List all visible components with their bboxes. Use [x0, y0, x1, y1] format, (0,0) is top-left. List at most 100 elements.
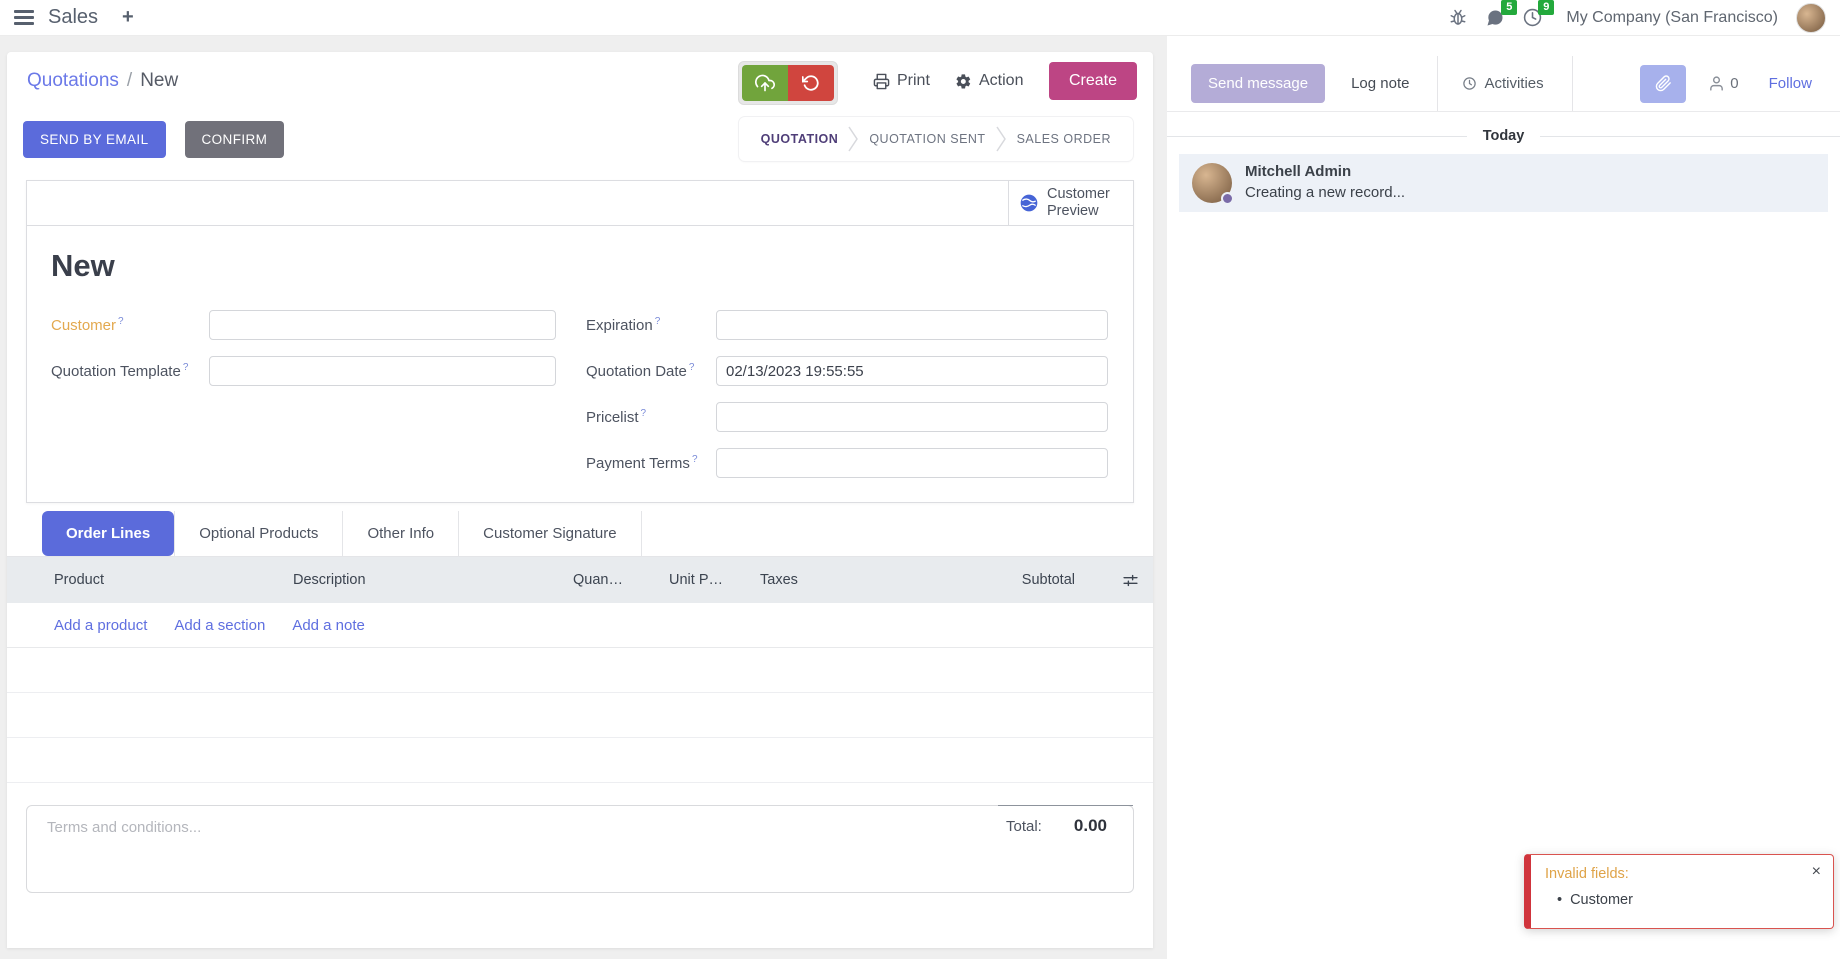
chatter-panel: Send message Log note Activities	[1167, 36, 1840, 959]
presence-indicator	[1221, 192, 1234, 205]
pricelist-input[interactable]	[716, 402, 1108, 432]
field-quotation-date: Quotation Date?	[586, 356, 1108, 386]
help-icon[interactable]: ?	[640, 408, 647, 419]
add-a-section-link[interactable]: Add a section	[174, 616, 266, 634]
order-footer: Total: 0.00	[26, 805, 1134, 893]
field-quotation-template: Quotation Template?	[51, 356, 556, 386]
quotation-form-card: Quotations / New	[7, 52, 1153, 948]
tab-order-lines[interactable]: Order Lines	[42, 511, 175, 556]
new-tab-button[interactable]: +	[122, 6, 134, 28]
empty-order-line-row	[7, 648, 1153, 693]
notebook-tabs: Order Lines Optional Products Other Info…	[7, 511, 1153, 557]
debug-bug-icon[interactable]	[1449, 9, 1467, 27]
breadcrumb-new: New	[140, 70, 179, 91]
column-description[interactable]: Description	[293, 572, 366, 588]
status-step-sales-order[interactable]: SALES ORDER	[1016, 132, 1111, 146]
tab-other-info[interactable]: Other Info	[342, 511, 458, 556]
apps-menu-icon[interactable]	[14, 10, 34, 25]
add-a-note-link[interactable]: Add a note	[292, 616, 365, 634]
messages-icon[interactable]: 5	[1485, 0, 1518, 28]
bullet: •	[1557, 892, 1563, 908]
customer-preview-label: Customer Preview	[1047, 186, 1110, 219]
customer-preview-button[interactable]: Customer Preview	[1008, 181, 1133, 225]
follow-button[interactable]: Follow	[1768, 75, 1812, 92]
activities-clock-icon[interactable]: 9	[1523, 0, 1555, 27]
save-button[interactable]	[742, 65, 788, 101]
discard-button[interactable]	[788, 65, 834, 101]
total-label: Total:	[1006, 818, 1042, 835]
help-icon[interactable]: ?	[654, 316, 661, 327]
quotation-template-input[interactable]	[209, 356, 556, 386]
close-icon[interactable]: ×	[1811, 863, 1821, 880]
help-icon[interactable]: ?	[118, 316, 124, 327]
print-label: Print	[897, 72, 930, 89]
clock-icon	[1462, 76, 1477, 91]
chatter-message[interactable]: Mitchell Admin Creating a new record...	[1179, 154, 1828, 212]
activities-label: Activities	[1484, 75, 1544, 92]
help-icon[interactable]: ?	[182, 362, 189, 373]
field-pricelist: Pricelist?	[586, 402, 1108, 432]
empty-order-line-row	[7, 738, 1153, 783]
quotation-template-label: Quotation Template?	[51, 362, 189, 380]
attach-file-button[interactable]	[1640, 64, 1687, 103]
print-button[interactable]: Print	[873, 52, 930, 110]
followers-button[interactable]: 0	[1708, 75, 1739, 92]
customer-input[interactable]	[209, 310, 556, 340]
column-subtotal[interactable]: Subtotal	[1021, 572, 1075, 588]
terms-and-conditions-input[interactable]	[27, 806, 993, 892]
breadcrumb-quotations[interactable]: Quotations	[27, 70, 119, 91]
quotation-date-label: Quotation Date?	[586, 362, 695, 380]
paperclip-icon	[1655, 75, 1672, 92]
create-button[interactable]: Create	[1048, 62, 1137, 100]
payment-terms-label: Payment Terms?	[586, 454, 698, 472]
statusbar: QUOTATION QUOTATION SENT SALES ORDER	[738, 117, 1133, 161]
followers-count: 0	[1730, 75, 1739, 92]
log-note-button[interactable]: Log note	[1351, 75, 1410, 92]
person-icon	[1708, 75, 1725, 92]
column-unit-price[interactable]: Unit P…	[669, 572, 723, 588]
chevron-right-icon	[848, 126, 859, 152]
undo-icon	[802, 74, 820, 92]
payment-terms-input[interactable]	[716, 448, 1108, 478]
send-by-email-button[interactable]: SEND BY EMAIL	[23, 120, 166, 158]
message-author: Mitchell Admin	[1245, 163, 1352, 180]
statusbar-row: SEND BY EMAIL CONFIRM QUOTATION QUOTATIO…	[7, 110, 1153, 168]
confirm-button[interactable]: CONFIRM	[184, 120, 285, 158]
column-quantity[interactable]: Quan…	[573, 572, 623, 588]
globe-icon	[1019, 193, 1039, 213]
cloud-upload-icon	[755, 73, 775, 93]
user-avatar[interactable]	[1796, 2, 1826, 33]
field-payment-terms: Payment Terms?	[586, 448, 1108, 478]
list-add-row: Add a product Add a section Add a note	[7, 603, 1153, 648]
order-lines-header: Product Description Quan… Unit P… Taxes …	[7, 557, 1153, 603]
expiration-input[interactable]	[716, 310, 1108, 340]
fields-grid: Customer? Quotation Template? E	[51, 310, 1109, 478]
toast-title: Invalid fields:	[1545, 866, 1629, 882]
send-message-button[interactable]: Send message	[1191, 64, 1326, 103]
tab-customer-signature[interactable]: Customer Signature	[458, 511, 642, 556]
messages-badge: 5	[1501, 0, 1518, 15]
help-icon[interactable]: ?	[691, 454, 698, 465]
sheet-body: New Customer? Quotation Template?	[27, 226, 1133, 502]
divider	[1571, 56, 1573, 111]
message-text: Creating a new record...	[1245, 184, 1406, 201]
app-menu-sales[interactable]: Sales	[48, 6, 99, 28]
column-taxes[interactable]: Taxes	[760, 572, 798, 588]
status-step-quotation-sent[interactable]: QUOTATION SENT	[869, 132, 986, 146]
company-switcher[interactable]: My Company (San Francisco)	[1566, 8, 1778, 26]
action-menu-button[interactable]: Action	[955, 52, 1023, 110]
column-product[interactable]: Product	[54, 572, 104, 588]
gear-icon	[955, 73, 972, 90]
optional-columns-icon[interactable]	[1099, 572, 1139, 589]
add-a-product-link[interactable]: Add a product	[54, 616, 148, 634]
field-expiration: Expiration?	[586, 310, 1108, 340]
status-step-quotation[interactable]: QUOTATION	[760, 132, 839, 146]
order-total: Total: 0.00	[998, 805, 1133, 892]
sheet-banner: Customer Preview	[27, 181, 1133, 226]
quotation-date-input[interactable]	[716, 356, 1108, 386]
divider	[1437, 56, 1439, 111]
schedule-activity-button[interactable]: Activities	[1462, 75, 1544, 92]
customer-label: Customer?	[51, 316, 124, 334]
tab-optional-products[interactable]: Optional Products	[174, 511, 342, 556]
help-icon[interactable]: ?	[688, 362, 695, 373]
